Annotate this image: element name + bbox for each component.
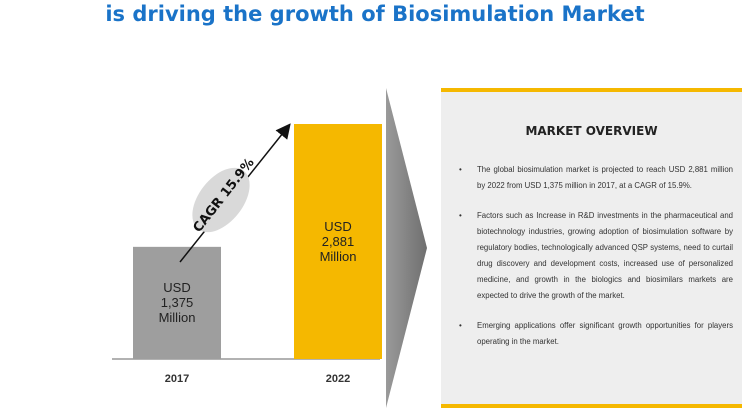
- bullet-item: • The global biosimulation market is pro…: [457, 162, 733, 194]
- panel-bottom-accent: [441, 404, 742, 408]
- bullet-dot-icon: •: [459, 165, 462, 174]
- bar-2017-unit: Million: [158, 310, 196, 326]
- bar-2017-value-label: USD 1,375 Million: [133, 280, 221, 325]
- x-tick-2022: 2022: [325, 373, 351, 385]
- chevron-arrow: [386, 88, 427, 408]
- bar-2017-amount: 1,375: [160, 295, 194, 311]
- bullet-dot-icon: •: [459, 211, 462, 220]
- headline: is driving the growth of Biosimulation M…: [105, 2, 645, 26]
- bullet-item: • Emerging applications offer significan…: [457, 318, 733, 350]
- bar-2022-unit: Million: [319, 249, 357, 264]
- bullet-text: The global biosimulation market is proje…: [477, 165, 733, 190]
- bar-2017-currency: USD: [163, 280, 191, 296]
- bullet-list: • The global biosimulation market is pro…: [457, 162, 733, 364]
- cagr-badge: [192, 167, 250, 233]
- panel-top-accent: [441, 88, 742, 92]
- bullet-text: Emerging applications offer significant …: [477, 321, 733, 346]
- bar-2022: [294, 124, 382, 359]
- bar-2022-amount: 2,881: [321, 234, 355, 249]
- bullet-text: Factors such as Increase in R&D investme…: [477, 211, 733, 300]
- x-tick-2017: 2017: [164, 373, 190, 385]
- panel-title: MARKET OVERVIEW: [525, 124, 658, 138]
- growth-chart: [112, 88, 427, 408]
- bullet-dot-icon: •: [459, 321, 462, 330]
- bar-2017: [133, 246, 221, 359]
- bullet-item: • Factors such as Increase in R&D invest…: [457, 208, 733, 304]
- bar-2022-value-label: USD 2,881 Million: [294, 219, 382, 264]
- market-overview-panel: MARKET OVERVIEW • The global biosimulati…: [441, 92, 742, 404]
- bar-2022-currency: USD: [324, 219, 352, 234]
